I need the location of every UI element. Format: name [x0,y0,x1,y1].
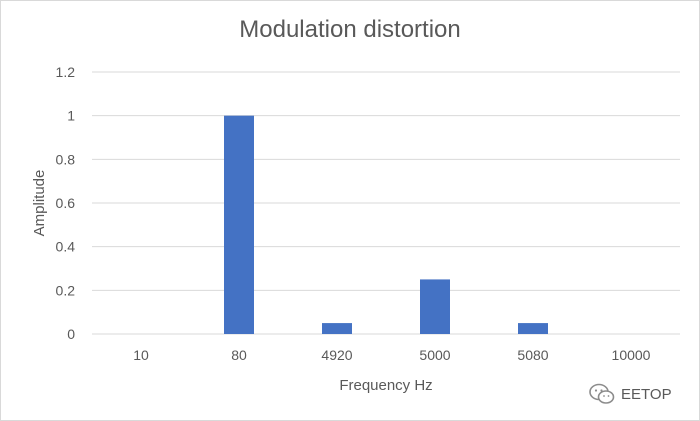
y-tick-label: 0.2 [56,282,76,298]
x-tick-labels: 10 80 4920 5000 5080 10000 [133,347,650,363]
y-tick-labels: 0 0.2 0.4 0.6 0.8 1 1.2 [56,64,76,342]
x-axis-label: Frequency Hz [339,377,432,394]
x-tick-label: 4920 [321,347,352,363]
gridlines [92,71,680,335]
watermark-text: EETOP [621,385,672,403]
y-axis-label: Amplitude [31,170,48,237]
y-tick-label: 0.6 [56,195,76,211]
bar [224,115,254,335]
wechat-icon [589,383,615,404]
watermark: EETOP [589,382,672,406]
bars [224,115,548,335]
y-tick-label: 0 [67,326,75,342]
x-tick-label: 10000 [612,347,651,363]
x-tick-label: 80 [231,347,247,363]
bar [518,323,548,334]
chart-title: Modulation distortion [239,16,461,43]
x-tick-label: 5080 [517,347,548,363]
x-tick-label: 10 [133,347,149,363]
y-tick-label: 1 [67,108,75,124]
y-tick-label: 1.2 [56,64,76,80]
y-tick-label: 0.4 [56,239,76,255]
y-tick-label: 0.8 [56,151,76,167]
bar [420,279,450,334]
x-tick-label: 5000 [419,347,450,363]
bar [322,323,352,334]
